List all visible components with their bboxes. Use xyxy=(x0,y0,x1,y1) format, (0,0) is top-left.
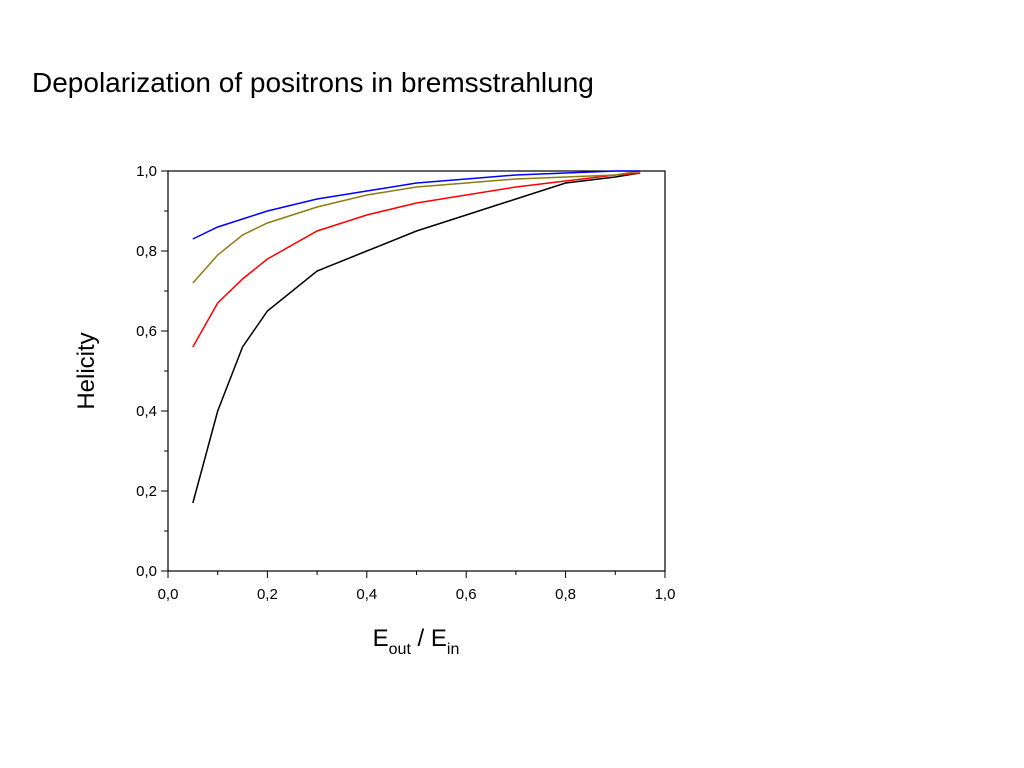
x-label-subscript: in xyxy=(447,641,459,658)
y-tick-label: 0,2 xyxy=(136,483,157,500)
x-label-part: E xyxy=(373,625,389,652)
x-tick-label: 0,2 xyxy=(257,586,278,603)
x-tick-label: 1,0 xyxy=(655,586,676,603)
x-tick-label: 0,4 xyxy=(356,586,377,603)
x-label-part: / E xyxy=(411,625,447,652)
x-tick-label: 0,0 xyxy=(158,586,179,603)
line-series xyxy=(192,170,641,240)
x-tick-label: 0,6 xyxy=(456,586,477,603)
x-axis-label: Eout / Ein xyxy=(373,625,460,658)
line-series xyxy=(192,172,641,504)
y-tick-label: 0,8 xyxy=(136,243,157,260)
y-tick-label: 0,0 xyxy=(136,563,157,580)
y-tick-label: 0,6 xyxy=(136,323,157,340)
y-axis-label: Helicity xyxy=(73,332,100,409)
y-tick-label: 0,4 xyxy=(136,403,157,420)
x-tick-label: 0,8 xyxy=(555,586,576,603)
line-series xyxy=(192,172,641,348)
x-label-subscript: out xyxy=(389,641,412,658)
chart-title: Depolarization of positrons in bremsstra… xyxy=(32,67,594,98)
y-tick-label: 1,0 xyxy=(136,163,157,180)
line-series xyxy=(192,170,641,284)
